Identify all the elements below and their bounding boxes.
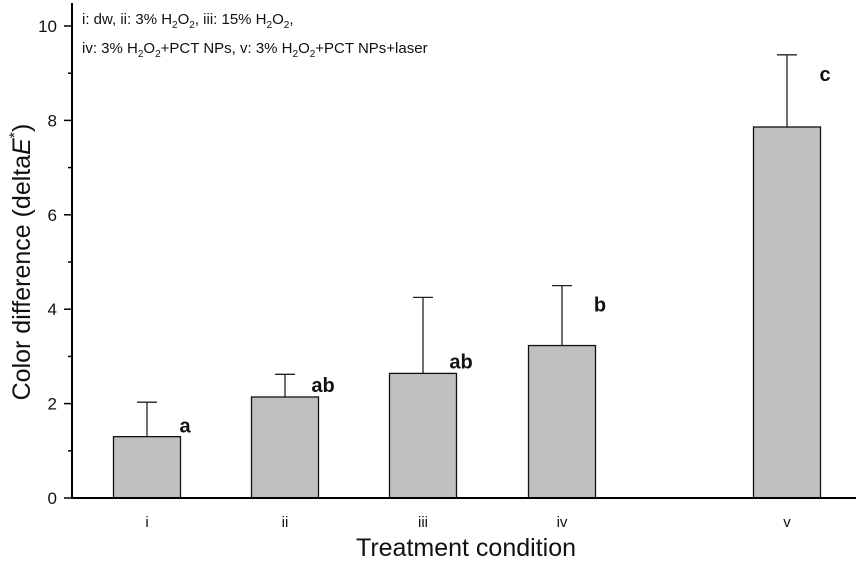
y-tick-label: 8	[48, 111, 57, 130]
y-tick-label: 6	[48, 206, 57, 225]
x-tick-label: v	[783, 514, 791, 531]
y-tick-label: 4	[48, 300, 57, 319]
y-tick-label: 10	[38, 17, 57, 36]
bar-iv	[527, 344, 597, 499]
significance-label: ab	[311, 375, 334, 397]
bar-i	[112, 435, 182, 499]
x-axis-label: Treatment condition	[356, 534, 576, 562]
annotation-line-2: iv: 3% H2O2+PCT NPs, v: 3% H2O2+PCT NPs+…	[82, 40, 428, 60]
annotation-line-1: i: dw, ii: 3% H2O2, iii: 15% H2O2,	[82, 11, 294, 31]
x-tick-label: ii	[282, 514, 289, 531]
y-tick-label: 0	[48, 489, 57, 508]
x-tick-label: iii	[418, 514, 428, 531]
significance-label: b	[594, 295, 606, 317]
x-tick-label: iv	[557, 514, 568, 531]
bar-iii	[388, 372, 458, 499]
significance-label: ab	[449, 351, 472, 373]
y-tick-label: 2	[48, 395, 57, 414]
significance-label: c	[819, 64, 830, 86]
y-axis-label: Color difference (deltaE*)	[7, 124, 36, 401]
x-tick-label: i	[145, 514, 148, 531]
bar-ii	[250, 396, 320, 499]
significance-label: a	[179, 416, 191, 438]
bar-v	[752, 126, 822, 499]
